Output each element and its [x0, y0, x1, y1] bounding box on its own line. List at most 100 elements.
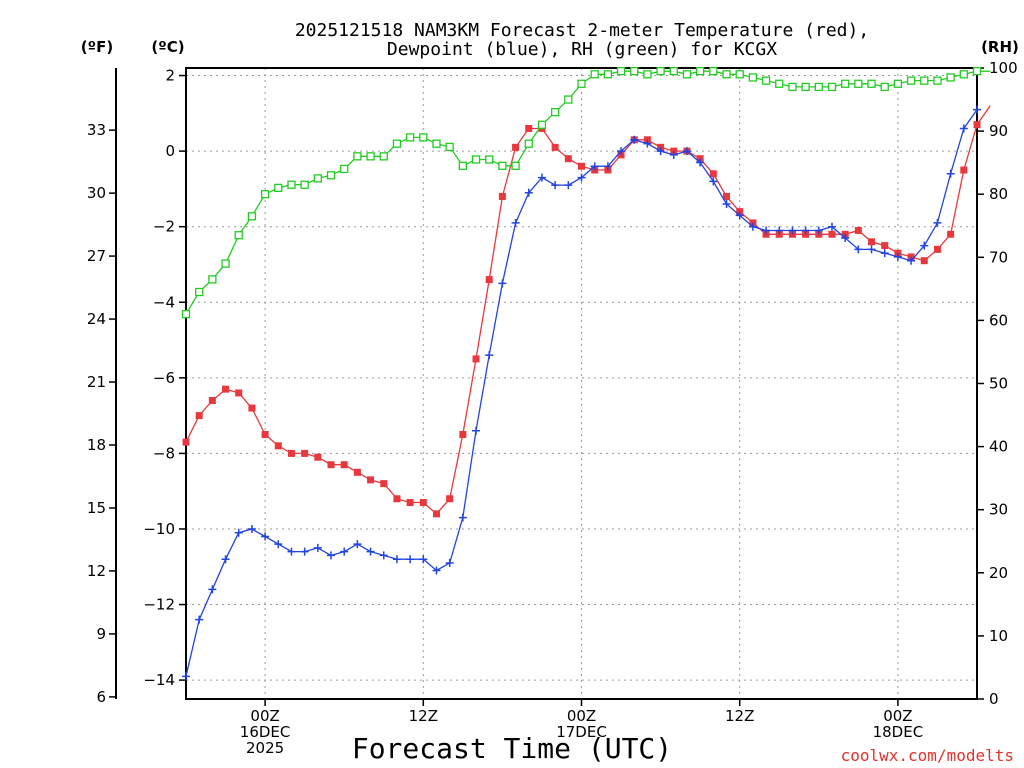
data-point-rh	[419, 133, 428, 142]
data-point-dewpoint	[208, 585, 217, 594]
data-point-dewpoint	[458, 513, 467, 522]
data-point-dewpoint	[340, 547, 349, 556]
data-point-rh	[485, 155, 494, 164]
data-point-rh	[946, 73, 955, 82]
data-point-rh	[432, 139, 441, 148]
data-point-rh	[709, 67, 718, 76]
data-point-rh	[471, 155, 481, 164]
data-point-dewpoint	[933, 218, 942, 227]
data-point-dewpoint	[669, 150, 678, 159]
data-point-rh	[735, 70, 744, 79]
data-point-rh	[445, 142, 454, 152]
fahrenheit-tick-label: 24	[87, 310, 106, 328]
fahrenheit-tick-label: 15	[87, 499, 106, 517]
fahrenheit-tick-label: 12	[87, 562, 106, 580]
data-point-rh	[788, 82, 797, 92]
data-point-rh	[405, 133, 415, 142]
data-point-rh	[221, 259, 230, 268]
data-point-dewpoint	[234, 528, 243, 537]
data-point-dewpoint	[696, 158, 705, 167]
data-point-temperature	[353, 468, 361, 476]
data-point-temperature	[854, 226, 862, 234]
data-point-rh	[181, 309, 191, 319]
rh-tick-label: 90	[989, 122, 1008, 140]
rh-tick-label: 80	[989, 185, 1008, 203]
data-point-rh	[511, 161, 520, 170]
fahrenheit-tick-label: 27	[87, 247, 106, 265]
data-point-dewpoint	[577, 173, 586, 182]
data-point-rh	[656, 67, 665, 76]
data-point-rh	[643, 70, 652, 79]
data-point-dewpoint	[195, 615, 204, 624]
data-point-dewpoint	[313, 543, 322, 552]
x-tick-label: 2025	[246, 739, 284, 757]
data-point-dewpoint	[537, 173, 546, 182]
rh-tick-label: 50	[989, 375, 1008, 393]
celsius-tick-label: −10	[143, 520, 175, 538]
chart-title-line1: 2025121518 NAM3KM Forecast 2-meter Tempe…	[295, 20, 869, 41]
celsius-tick-label: −2	[153, 218, 175, 236]
fahrenheit-unit-label: (ºF)	[81, 38, 113, 56]
data-point-rh	[353, 152, 362, 161]
data-point-temperature	[261, 431, 269, 439]
data-point-dewpoint	[907, 256, 916, 265]
data-point-temperature	[578, 162, 585, 170]
celsius-tick-label: −12	[143, 596, 175, 614]
data-point-dewpoint	[959, 124, 968, 133]
data-point-rh	[537, 120, 547, 129]
data-point-temperature	[947, 230, 955, 238]
data-point-temperature	[327, 461, 335, 469]
data-point-rh	[748, 73, 758, 82]
data-point-temperature	[235, 389, 243, 397]
axis-layer: 33302724211815129620−2−4−6−8−10−12−14100…	[87, 59, 1018, 757]
data-point-dewpoint	[775, 226, 784, 235]
data-point-temperature	[709, 170, 717, 178]
data-point-dewpoint	[472, 426, 481, 435]
data-point-rh	[827, 82, 837, 92]
data-point-dewpoint	[551, 181, 560, 190]
data-point-temperature	[446, 495, 454, 503]
data-point-rh	[669, 67, 678, 76]
data-point-dewpoint	[827, 222, 836, 231]
data-point-rh	[814, 82, 823, 92]
x-tick-label: 12Z	[725, 707, 754, 725]
data-point-dewpoint	[973, 105, 981, 114]
data-point-temperature	[881, 242, 889, 250]
data-point-dewpoint	[603, 162, 612, 171]
data-point-temperature	[485, 276, 493, 284]
rh-tick-label: 10	[989, 627, 1008, 645]
celsius-tick-label: 0	[165, 142, 175, 160]
data-point-dewpoint	[946, 169, 955, 178]
data-point-dewpoint	[353, 540, 362, 549]
x-tick-label: 17DEC	[556, 723, 607, 741]
data-point-dewpoint	[287, 547, 296, 556]
data-point-dewpoint	[406, 555, 415, 564]
data-point-temperature	[380, 480, 388, 488]
data-point-dewpoint	[485, 351, 494, 360]
data-point-dewpoint	[630, 135, 639, 144]
data-point-dewpoint	[379, 551, 388, 560]
series-line-rh	[185, 70, 991, 315]
data-point-rh	[775, 79, 784, 88]
data-point-temperature	[314, 453, 322, 461]
data-point-temperature	[933, 245, 941, 253]
data-point-dewpoint	[524, 188, 533, 197]
grid-layer	[186, 68, 977, 699]
data-point-dewpoint	[366, 547, 375, 556]
data-point-rh	[234, 231, 243, 240]
x-tick-label: 16DEC	[240, 723, 291, 741]
data-point-rh	[867, 79, 876, 88]
data-point-rh	[841, 79, 850, 88]
data-point-dewpoint	[854, 245, 863, 254]
data-point-temperature	[472, 355, 480, 363]
data-point-temperature	[406, 499, 414, 507]
x-tick-label: 12Z	[409, 707, 438, 725]
data-point-temperature	[525, 124, 533, 132]
data-point-temperature	[723, 192, 731, 200]
data-point-rh	[300, 180, 309, 189]
data-point-dewpoint	[327, 551, 336, 560]
data-point-rh	[208, 275, 217, 284]
data-point-dewpoint	[722, 200, 731, 209]
data-point-dewpoint	[617, 147, 626, 156]
